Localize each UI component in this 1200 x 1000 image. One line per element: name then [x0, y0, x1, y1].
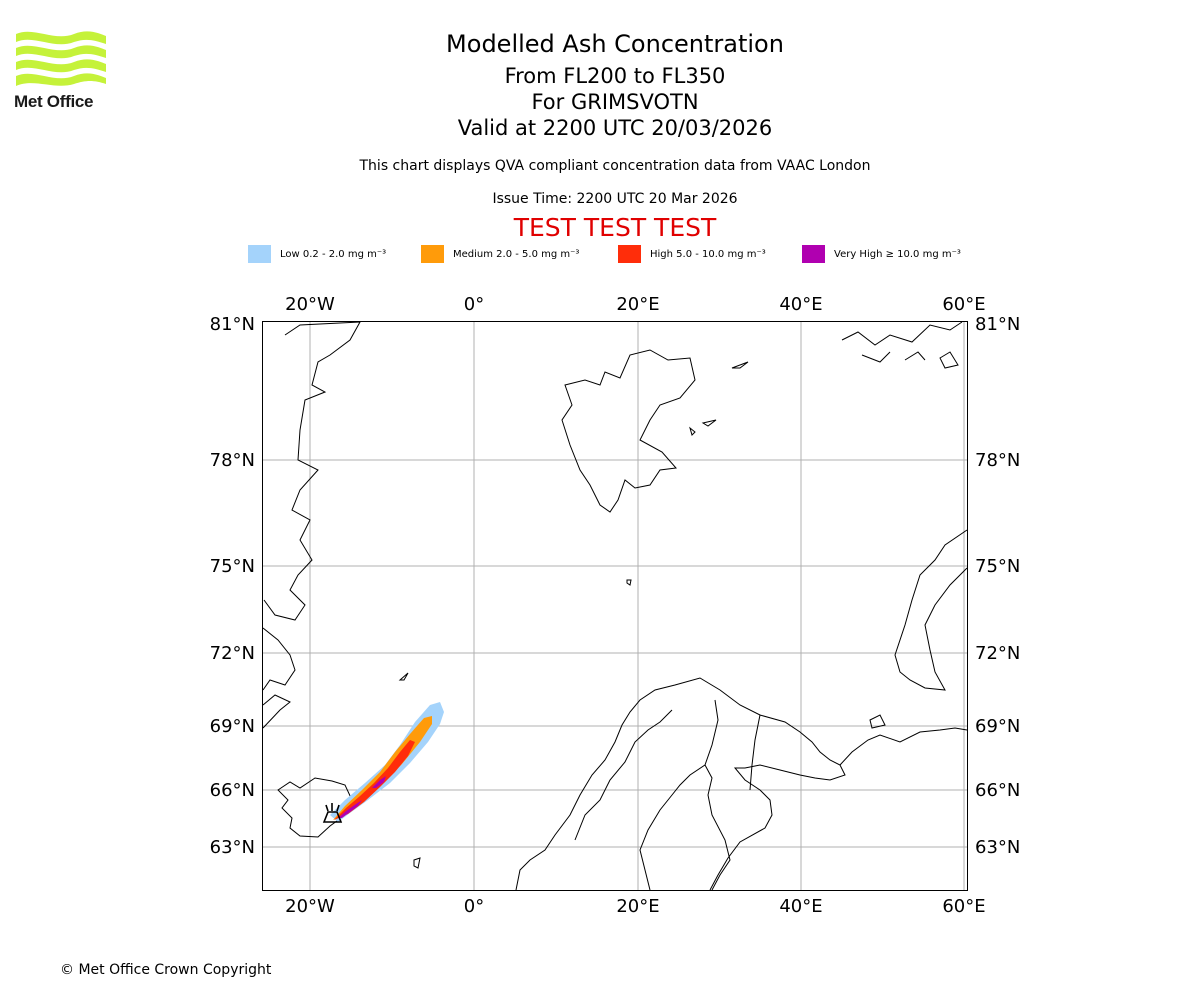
- ash-plume: [330, 702, 444, 822]
- gridlines: [263, 322, 967, 890]
- border-finland-russia: [749, 714, 761, 791]
- lat-label-left: 63°N: [210, 837, 255, 858]
- lon-label-bottom: 40°E: [779, 896, 822, 917]
- legend-label-low: Low 0.2 - 2.0 mg m⁻³: [280, 248, 387, 260]
- level-range: From FL200 to FL350: [504, 64, 726, 88]
- met-office-logo-text: Met Office: [14, 92, 94, 111]
- legend-item-low: Low 0.2 - 2.0 mg m⁻³: [248, 244, 386, 264]
- plume-medium: [333, 716, 432, 820]
- lon-label-top: 0°: [464, 294, 484, 315]
- lon-label-bottom: 20°W: [285, 896, 335, 917]
- lat-label-left: 78°N: [210, 450, 255, 471]
- lon-label-bottom: 0°: [464, 896, 484, 917]
- coast-gulf-of-bothnia: [639, 764, 731, 891]
- lon-label-top: 40°E: [779, 294, 822, 315]
- map-frame: [262, 321, 968, 891]
- coast-svalbard: [561, 349, 696, 513]
- lon-label-top: 20°W: [285, 294, 335, 315]
- legend-label-medium: Medium 2.0 - 5.0 mg m⁻³: [453, 248, 580, 260]
- chart-subtitle: This chart displays QVA compliant concen…: [359, 158, 871, 174]
- legend-item-high: High 5.0 - 10.0 mg m⁻³: [618, 244, 766, 264]
- lon-label-bottom: 60°E: [942, 896, 985, 917]
- test-banner: TEST TEST TEST: [513, 213, 717, 242]
- legend-label-very-high: Very High ≥ 10.0 mg m⁻³: [834, 248, 961, 260]
- lat-label-left: 72°N: [210, 643, 255, 664]
- plume-high: [334, 740, 415, 820]
- lat-label-left: 69°N: [210, 716, 255, 737]
- lon-label-top: 20°E: [616, 294, 659, 315]
- lat-label-right: 63°N: [975, 837, 1020, 858]
- coast-jan-mayen: [398, 672, 409, 681]
- lat-label-left: 75°N: [210, 556, 255, 577]
- lat-label-right: 75°N: [975, 556, 1020, 577]
- coast-bear-island: [626, 579, 632, 586]
- legend: Low 0.2 - 2.0 mg m⁻³ Medium 2.0 - 5.0 mg…: [248, 244, 1008, 264]
- coast-nordaustlandet: [689, 361, 749, 436]
- issue-time: Issue Time: 2200 UTC 20 Mar 2026: [492, 191, 738, 207]
- coast-kola: [839, 714, 968, 766]
- legend-item-very-high: Very High ≥ 10.0 mg m⁻³: [802, 244, 961, 264]
- coast-franz-josef: [841, 321, 963, 369]
- legend-swatch-low: [248, 245, 271, 263]
- lat-label-right: 78°N: [975, 450, 1020, 471]
- lat-label-left: 66°N: [210, 780, 255, 801]
- chart-title: Modelled Ash Concentration: [446, 30, 784, 58]
- volcano-name: For GRIMSVOTN: [531, 90, 699, 114]
- border-sweden-finland: [704, 699, 719, 766]
- coast-novaya-zemlya: [894, 529, 968, 691]
- met-office-logo: [16, 31, 106, 86]
- border-norway-sweden: [574, 709, 673, 841]
- legend-label-high: High 5.0 - 10.0 mg m⁻³: [650, 248, 766, 260]
- lon-label-top: 60°E: [942, 294, 985, 315]
- lon-label-bottom: 20°E: [616, 896, 659, 917]
- coast-faroes: [413, 857, 421, 869]
- lat-label-right: 72°N: [975, 643, 1020, 664]
- coast-greenland: [262, 321, 361, 729]
- lat-label-right: 66°N: [975, 780, 1020, 801]
- legend-swatch-very-high: [802, 245, 825, 263]
- plume-very-high: [338, 776, 386, 818]
- legend-item-medium: Medium 2.0 - 5.0 mg m⁻³: [421, 244, 579, 264]
- coastlines: [262, 321, 968, 891]
- valid-time: Valid at 2200 UTC 20/03/2026: [457, 116, 773, 140]
- legend-swatch-medium: [421, 245, 444, 263]
- lat-label-right: 81°N: [975, 314, 1020, 335]
- volcano-icon: [322, 803, 343, 823]
- legend-swatch-high: [618, 245, 641, 263]
- coast-scandinavia: [515, 677, 846, 891]
- copyright: © Met Office Crown Copyright: [60, 962, 272, 978]
- lat-label-left: 81°N: [210, 314, 255, 335]
- lat-label-right: 69°N: [975, 716, 1020, 737]
